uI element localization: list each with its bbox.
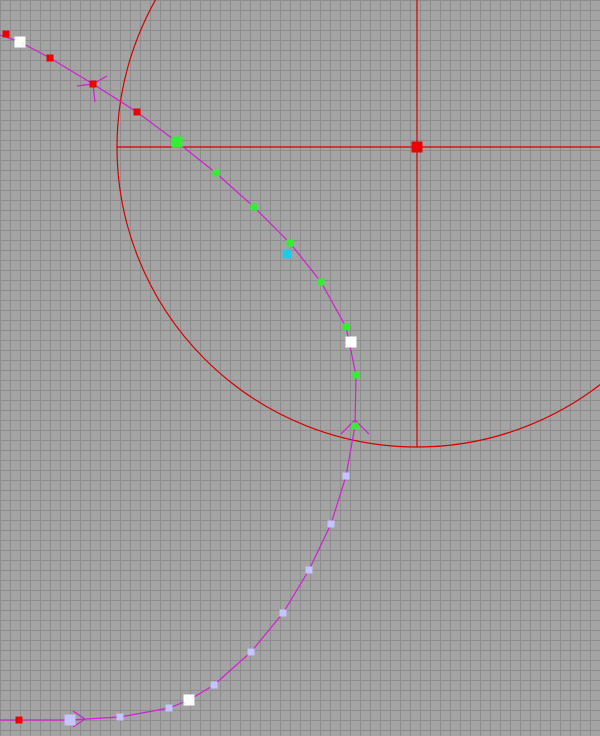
control-point-green[interactable]: [317, 278, 325, 286]
control-point-red[interactable]: [133, 108, 141, 116]
direction-arrow-icon: [340, 419, 370, 435]
control-point-red[interactable]: [89, 80, 97, 88]
circle-center-handle[interactable]: [411, 141, 423, 153]
control-point-lavender[interactable]: [327, 520, 335, 528]
control-point-red[interactable]: [15, 716, 23, 724]
control-point-green[interactable]: [286, 239, 294, 247]
control-point-lavender[interactable]: [279, 609, 287, 617]
direction-arrows: [72, 75, 370, 728]
control-point-red[interactable]: [46, 54, 54, 62]
control-point-cyan[interactable]: [282, 249, 292, 259]
control-point-lavender[interactable]: [305, 566, 313, 574]
direction-arrow-icon: [72, 710, 87, 728]
control-point-lavender[interactable]: [116, 713, 124, 721]
control-point-white[interactable]: [183, 694, 195, 706]
control-point-green[interactable]: [171, 136, 183, 148]
guide-circle[interactable]: [116, 0, 600, 448]
control-point-green[interactable]: [250, 203, 258, 211]
control-point-green[interactable]: [212, 169, 220, 177]
control-point-white[interactable]: [345, 336, 357, 348]
control-point-green[interactable]: [342, 323, 350, 331]
control-point-red[interactable]: [2, 30, 10, 38]
control-points[interactable]: [2, 30, 360, 726]
control-point-green[interactable]: [351, 422, 359, 430]
direction-arrow-icon: [76, 75, 108, 103]
control-point-lavender[interactable]: [342, 472, 350, 480]
control-point-lavender[interactable]: [165, 704, 173, 712]
control-point-lavender[interactable]: [210, 681, 218, 689]
control-point-lavender[interactable]: [247, 648, 255, 656]
control-point-lavender[interactable]: [64, 714, 76, 726]
control-point-white[interactable]: [14, 36, 26, 48]
control-point-green[interactable]: [352, 371, 360, 379]
